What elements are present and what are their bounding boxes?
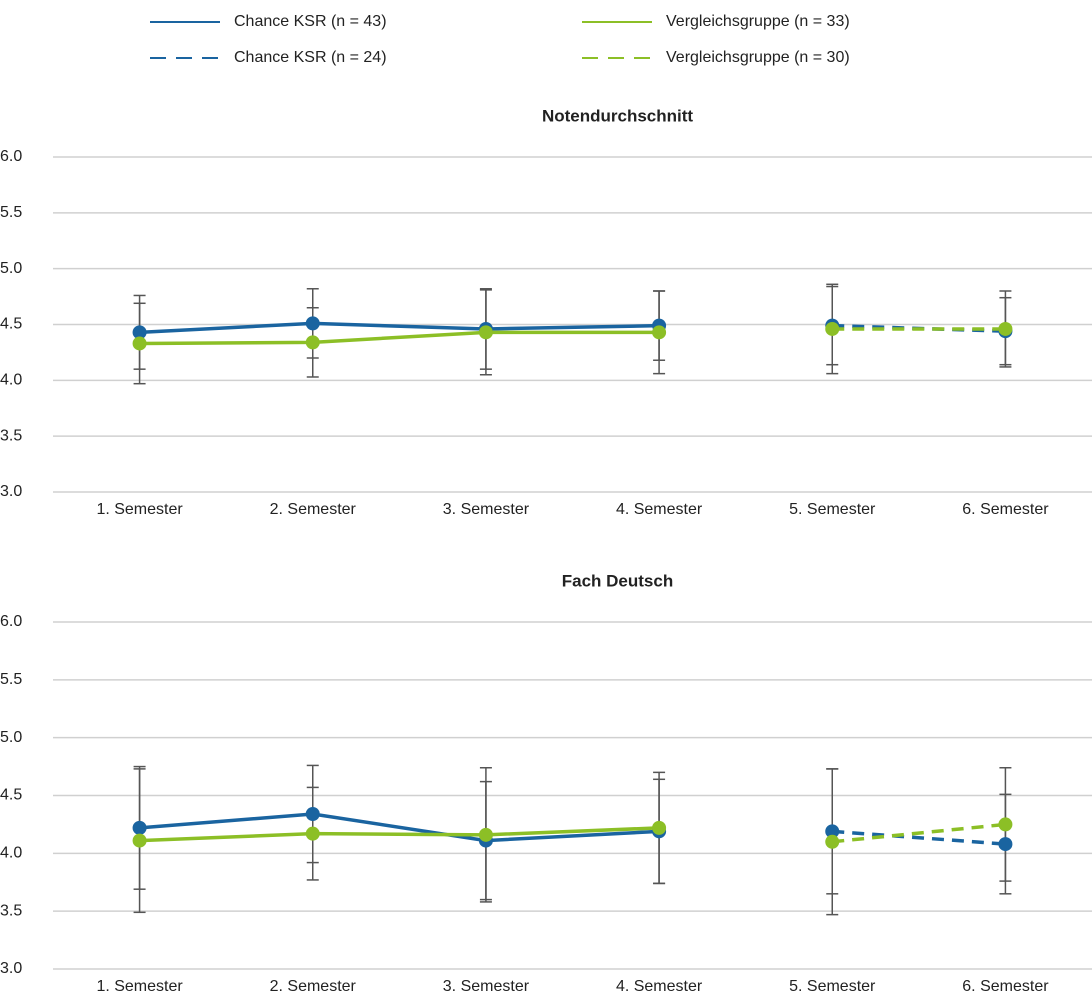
point [305,826,320,841]
y-tick-label: 5.5 [0,671,22,688]
series-line [139,826,660,843]
x-tick-label: 1. Semester [96,501,183,518]
point [132,820,147,835]
x-tick-label: 4. Semester [616,978,703,995]
y-tick-label: 5.0 [0,729,22,746]
point [132,833,147,848]
y-tick-label: 5.5 [0,204,22,221]
x-tick-label: 6. Semester [962,978,1049,995]
point [825,321,840,336]
point [305,807,320,822]
point [305,335,320,350]
point [652,325,667,340]
x-tick-label: 4. Semester [616,501,703,518]
series-line [139,330,660,346]
y-tick-label: 5.0 [0,260,22,277]
y-tick-label: 3.5 [0,902,22,919]
y-tick-label: 4.5 [0,316,22,333]
y-tick-label: 3.5 [0,427,22,444]
x-tick-label: 5. Semester [789,978,876,995]
y-tick-label: 3.0 [0,960,22,977]
legend-label: Vergleichsgruppe (n = 30) [666,49,850,66]
y-tick-label: 4.0 [0,845,22,862]
x-tick-label: 2. Semester [270,978,357,995]
point [132,336,147,351]
legend-label: Vergleichsgruppe (n = 33) [666,13,850,30]
point [998,837,1013,852]
legend-label: Chance KSR (n = 24) [234,49,387,66]
chart-title: Notendurchschnitt [542,106,693,125]
x-tick-label: 3. Semester [443,978,530,995]
series-line [139,321,660,335]
point [132,325,147,340]
point [825,834,840,849]
point [825,824,840,839]
point [305,316,320,331]
y-tick-label: 3.0 [0,483,22,500]
x-tick-label: 5. Semester [789,501,876,518]
point [998,817,1013,832]
y-tick-label: 4.0 [0,372,22,389]
point [652,820,667,835]
x-tick-label: 6. Semester [962,501,1049,518]
series-line [832,822,1006,844]
legend-label: Chance KSR (n = 43) [234,13,387,30]
chart-title: Fach Deutsch [562,571,673,590]
point [998,321,1013,336]
series-line [139,812,660,843]
x-tick-label: 3. Semester [443,501,530,518]
x-tick-label: 2. Semester [270,501,357,518]
point [478,325,493,340]
y-tick-label: 4.5 [0,787,22,804]
series-line [832,829,1006,846]
x-tick-label: 1. Semester [96,978,183,995]
y-tick-label: 6.0 [0,148,22,165]
point [478,827,493,842]
y-tick-label: 6.0 [0,613,22,630]
